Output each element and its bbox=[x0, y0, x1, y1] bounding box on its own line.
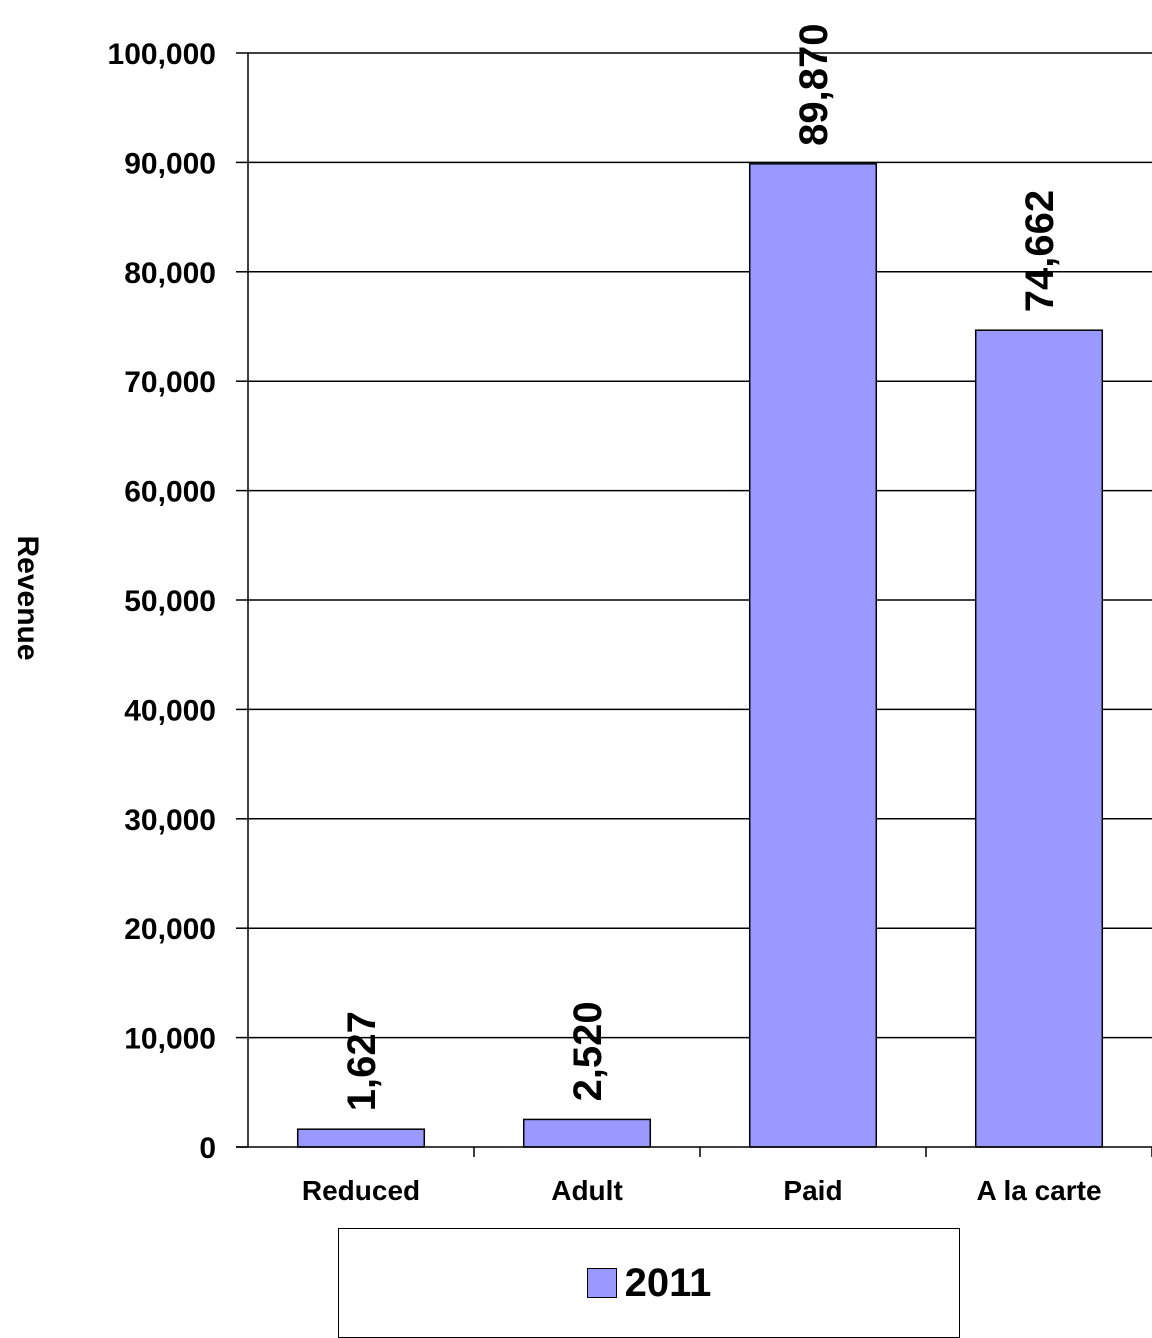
data-label: 1,627 bbox=[340, 1011, 384, 1111]
x-tick-label: A la carte bbox=[976, 1175, 1101, 1206]
y-tick-label: 60,000 bbox=[124, 476, 216, 509]
x-tick-label: Adult bbox=[551, 1175, 623, 1206]
labels: 0 10,000 20,000 30,000 40,000 50,000 60,000 70,… bbox=[108, 23, 1102, 1206]
data-label: 89,870 bbox=[792, 23, 836, 145]
legend-swatch bbox=[586, 1268, 617, 1298]
data-label: 74,662 bbox=[1018, 190, 1062, 312]
y-tick-label: 20,000 bbox=[124, 913, 216, 946]
legend: 2011 bbox=[338, 1228, 960, 1338]
x-tick-label: Paid bbox=[783, 1175, 842, 1206]
x-tick-label: Reduced bbox=[302, 1175, 420, 1206]
axes bbox=[236, 52, 1152, 1157]
bar bbox=[974, 329, 1104, 1148]
bar bbox=[522, 1118, 652, 1148]
bars bbox=[296, 163, 1104, 1148]
data-label: 2,520 bbox=[566, 1001, 610, 1101]
y-tick-label: 90,000 bbox=[124, 147, 216, 180]
y-tick-label: 0 bbox=[199, 1132, 216, 1165]
y-tick-label: 100,000 bbox=[108, 38, 216, 71]
gridlines bbox=[248, 52, 1152, 1039]
y-tick-label: 40,000 bbox=[124, 694, 216, 727]
legend-label: 2011 bbox=[624, 1261, 712, 1305]
y-tick-label: 30,000 bbox=[124, 804, 216, 837]
y-tick-label: 10,000 bbox=[124, 1023, 216, 1056]
bar bbox=[296, 1128, 426, 1148]
y-tick-label: 50,000 bbox=[124, 585, 216, 618]
y-tick-label: 70,000 bbox=[124, 366, 216, 399]
y-tick-label: 80,000 bbox=[124, 257, 216, 290]
y-axis-title: Revenue bbox=[11, 535, 44, 660]
legend-item: 2011 bbox=[339, 1261, 959, 1306]
bar bbox=[748, 163, 878, 1148]
